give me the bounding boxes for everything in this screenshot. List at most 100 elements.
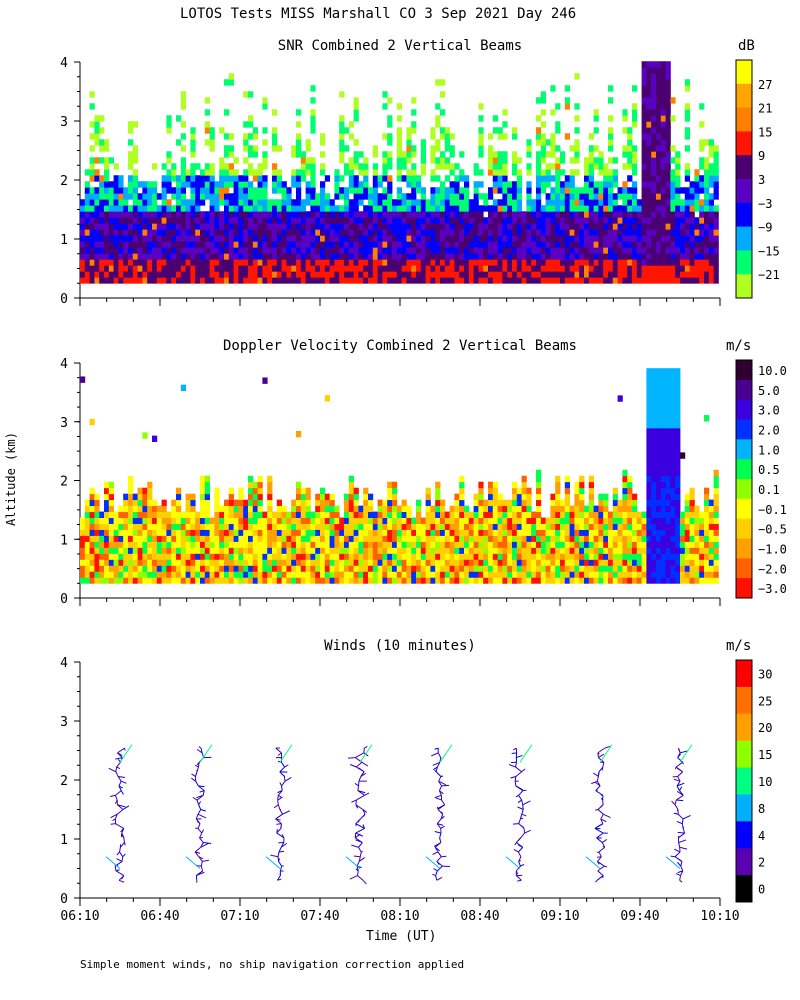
snr-cell [564,271,570,278]
snr-cell [550,109,556,116]
doppler-cell [320,529,326,536]
doppler-cell [296,571,302,578]
doppler-cell [646,553,652,560]
doppler-cell [224,517,230,524]
snr-cell [99,175,105,182]
doppler-cell [459,535,465,542]
snr-cell [224,253,230,260]
doppler-cell [646,481,652,489]
doppler-cell [555,523,561,530]
doppler-cell [636,541,642,548]
snr-cell [579,265,585,272]
doppler-cell [276,529,282,536]
doppler-cell [209,559,215,566]
doppler-cell [651,529,657,536]
doppler-cell [435,565,441,572]
doppler-cell [550,499,556,507]
snr-cell [372,247,378,254]
snr-cell [286,253,292,260]
snr-cell [324,271,330,278]
snr-cell [656,247,662,254]
snr-cell [411,181,417,188]
doppler-cell [675,445,681,453]
snr-cell [512,133,518,140]
doppler-cell [651,559,657,566]
snr-cell [296,229,302,236]
snr-cell [420,205,426,212]
doppler-cell [521,565,527,572]
snr-cell [550,217,556,224]
snr-cell [641,73,647,80]
doppler-cell [204,499,210,507]
snr-cell [80,253,86,260]
doppler-cell [300,517,306,524]
snr-cell [444,247,450,254]
snr-cell [348,265,354,272]
snr-cell [142,271,148,278]
snr-cell [228,199,234,206]
snr-cell [449,187,455,194]
doppler-cell [468,565,474,572]
doppler-cell [156,571,162,578]
doppler-cell [128,553,134,560]
snr-cell [99,181,105,188]
doppler-cell [660,451,666,459]
snr-cell [608,271,614,278]
snr-cell [334,253,340,260]
snr-cell [473,271,479,278]
doppler-cell [248,481,254,489]
snr-cell [262,247,268,254]
snr-cell [512,253,518,260]
snr-cell [171,175,177,182]
snr-cell [334,247,340,254]
snr-cell [224,187,230,194]
snr-cell [440,277,446,284]
doppler-cell [401,553,407,560]
doppler-cell [123,571,129,578]
snr-cell [435,277,441,284]
doppler-cell [276,553,282,560]
snr-cell [353,217,359,224]
snr-cell [396,103,402,110]
snr-cell [84,271,90,278]
snr-cell [243,205,249,212]
snr-cell [507,229,513,236]
snr-cell [358,163,364,170]
doppler-cell [574,547,580,554]
doppler-cell [675,481,681,489]
doppler-cell [353,559,359,566]
doppler-cell [680,571,686,578]
snr-cell [353,271,359,278]
doppler-cell [651,410,657,417]
doppler-cell [200,529,206,536]
doppler-cell [512,571,518,578]
doppler-cell [353,565,359,572]
snr-cell [540,145,546,152]
snr-cell [132,229,138,236]
doppler-cell [305,493,311,501]
snr-cell [454,223,460,230]
doppler-cell [651,481,657,489]
snr-cell [670,205,676,212]
snr-cell [646,187,652,194]
doppler-cell [382,571,388,578]
snr-cell [387,121,393,128]
snr-cell [699,145,705,152]
doppler-cell [310,559,316,566]
snr-cell [622,187,628,194]
snr-cell [190,133,196,140]
snr-cell [579,217,585,224]
snr-cell [516,175,522,182]
snr-cell [675,163,681,170]
snr-cell [387,277,393,284]
snr-cell [502,175,508,182]
snr-cell [689,253,695,260]
snr-cell [267,217,273,224]
snr-cell [113,205,119,212]
snr-cell [171,205,177,212]
snr-cell [248,277,254,284]
doppler-cell [238,493,244,501]
doppler-cell [564,553,570,560]
snr-cell [243,133,249,140]
snr-cell [257,271,263,278]
